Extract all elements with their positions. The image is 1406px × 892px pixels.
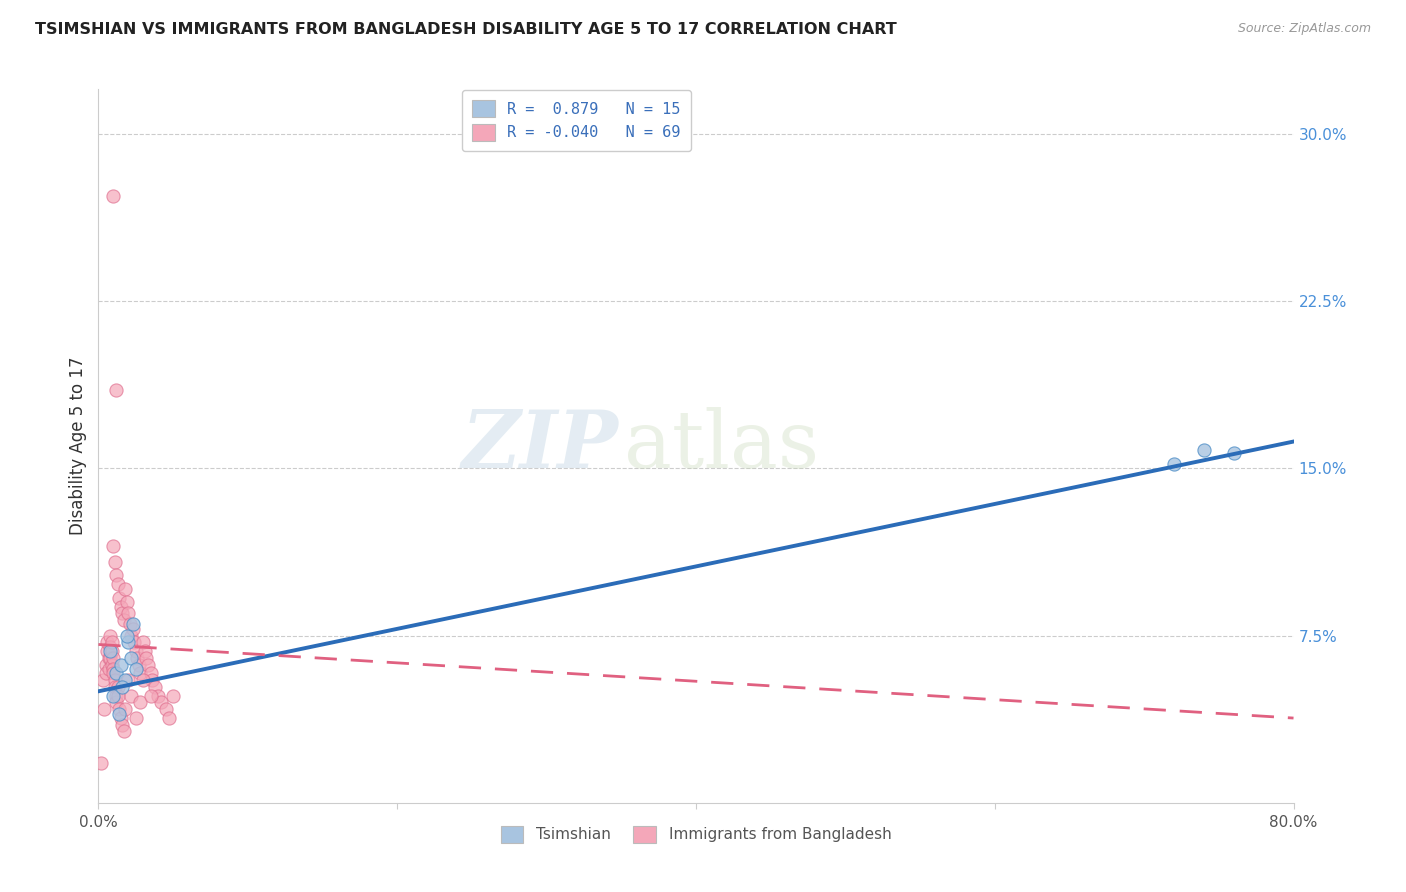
Point <box>103 189 125 203</box>
Point <box>105 568 128 582</box>
Point <box>125 644 148 658</box>
Point <box>118 617 141 632</box>
Point <box>141 673 163 687</box>
Point <box>125 711 148 725</box>
Point <box>127 651 149 665</box>
Point <box>157 711 180 725</box>
Point <box>111 607 134 621</box>
Text: TSIMSHIAN VS IMMIGRANTS FROM BANGLADESH DISABILITY AGE 5 TO 17 CORRELATION CHART: TSIMSHIAN VS IMMIGRANTS FROM BANGLADESH … <box>35 22 897 37</box>
Point <box>135 651 157 665</box>
Point <box>117 635 139 649</box>
Y-axis label: Disability Age 5 to 17: Disability Age 5 to 17 <box>69 357 87 535</box>
Point <box>108 702 131 716</box>
Point <box>107 680 129 694</box>
Point <box>103 539 125 553</box>
Point <box>114 702 136 716</box>
Point <box>117 673 139 687</box>
Point <box>107 689 129 703</box>
Point <box>96 644 118 658</box>
Point <box>121 622 143 636</box>
Point <box>110 599 132 614</box>
Point <box>111 717 134 731</box>
Point <box>139 666 162 681</box>
Point <box>103 651 125 665</box>
Point <box>103 662 125 676</box>
Point <box>94 657 117 672</box>
Point <box>94 666 117 681</box>
Point <box>98 640 122 654</box>
Point <box>90 756 112 770</box>
Point <box>105 384 128 398</box>
Point <box>139 689 162 703</box>
Point <box>120 689 142 703</box>
Point <box>162 689 184 703</box>
Point <box>117 607 139 621</box>
Point <box>120 628 142 642</box>
Text: ZIP: ZIP <box>461 408 619 484</box>
Point <box>98 651 122 665</box>
Text: Source: ZipAtlas.com: Source: ZipAtlas.com <box>1237 22 1371 36</box>
Point <box>114 582 136 596</box>
Point <box>97 662 120 676</box>
Point <box>101 644 124 658</box>
Point <box>105 666 128 681</box>
Point <box>155 702 177 716</box>
Point <box>125 662 148 676</box>
Point <box>136 657 159 672</box>
Point <box>96 635 118 649</box>
Point <box>105 696 128 710</box>
Point <box>150 696 173 710</box>
Point <box>105 689 128 703</box>
Point <box>124 635 146 649</box>
Point <box>104 555 127 569</box>
Point <box>129 666 152 681</box>
Point <box>143 680 166 694</box>
Point <box>104 673 127 687</box>
Point <box>114 673 136 687</box>
Point <box>112 724 135 739</box>
Point <box>121 617 143 632</box>
Point <box>148 689 170 703</box>
Point <box>129 696 152 710</box>
Point <box>98 644 122 658</box>
Point <box>101 635 124 649</box>
Point <box>1223 445 1246 460</box>
Point <box>103 689 125 703</box>
Point <box>93 702 115 716</box>
Point <box>134 644 156 658</box>
Point <box>128 657 150 672</box>
Point <box>112 613 135 627</box>
Text: atlas: atlas <box>624 407 820 485</box>
Point <box>108 591 131 605</box>
Point <box>1163 457 1185 471</box>
Point <box>111 680 134 694</box>
Point <box>97 651 120 665</box>
Point <box>91 673 114 687</box>
Point <box>104 680 127 694</box>
Point <box>120 651 142 665</box>
Point <box>110 657 132 672</box>
Point <box>108 706 131 721</box>
Point <box>115 595 138 609</box>
Point <box>1192 443 1215 458</box>
Point <box>103 666 125 681</box>
Point <box>110 711 132 725</box>
Legend: R =  0.879   N = 15, R = -0.040   N = 69: R = 0.879 N = 15, R = -0.040 N = 69 <box>461 90 692 152</box>
Point <box>132 635 155 649</box>
Point <box>98 628 122 642</box>
Point <box>132 673 155 687</box>
Point <box>107 577 129 591</box>
Point <box>101 657 124 672</box>
Point <box>115 628 138 642</box>
